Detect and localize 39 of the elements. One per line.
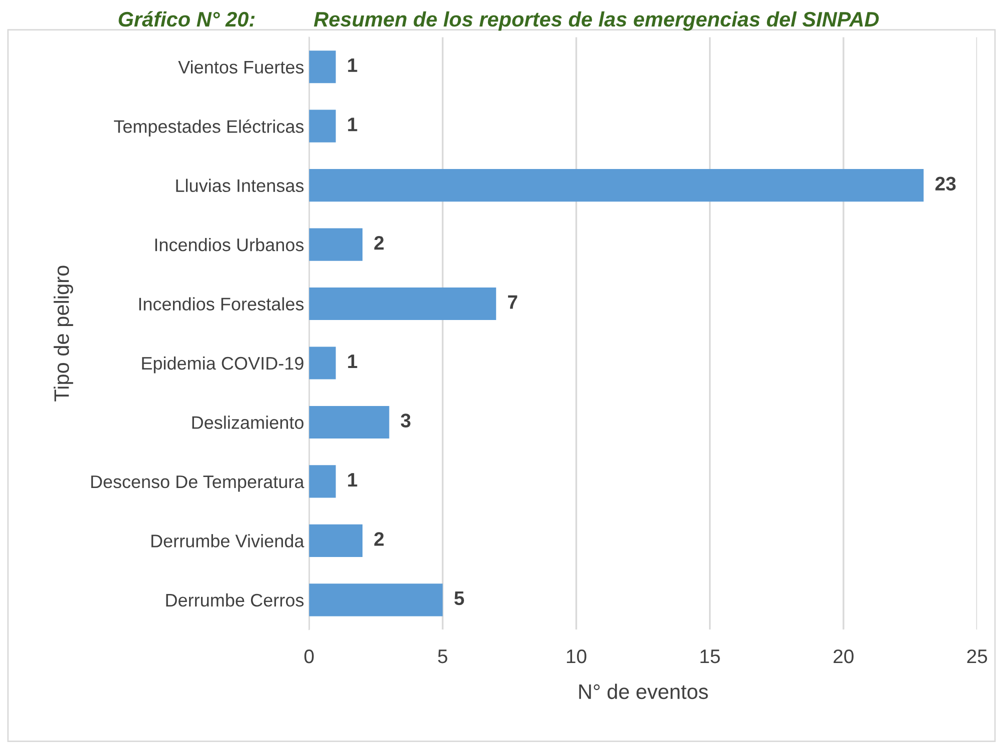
x-tick-label: 5 [438,650,448,664]
bar [309,584,443,616]
x-tick-label: 20 [834,649,854,664]
data-label: 1 [348,58,358,72]
x-axis-title: N° de eventos [579,684,708,700]
data-label: 7 [508,295,518,309]
data-label: 5 [454,592,464,606]
y-tick-label: Incendios Urbanos [155,238,304,252]
bar [309,465,336,498]
y-tick-label: Deslizamiento [192,416,304,429]
y-tick-label: Tempestades Eléctricas [114,119,304,136]
bar [309,228,363,261]
chart-title: Gráfico N° 20: Resumen de los reportes de las emergencias del SINPAD [118,11,879,31]
bar [309,346,336,380]
data-label: 1 [348,473,358,486]
data-label: 1 [348,118,358,132]
data-label: 23 [935,176,956,191]
y-axis-title: Tipo de peligro [54,266,74,402]
y-tick-label: Epidemia COVID-19 [142,356,304,374]
data-label: 2 [374,236,384,250]
y-tick-label: Lluvias Intensas [176,178,304,192]
y-tick-label: Incendios Forestales [139,297,304,310]
bar [309,50,336,84]
x-tick-label: 0 [304,649,314,664]
y-tick-label: Descenso De Temperatura [91,476,304,492]
data-label: 1 [348,354,358,368]
bar [309,169,924,202]
data-label: 3 [400,414,410,428]
bar [309,110,336,142]
x-tick-label: 15 [700,650,720,664]
x-tick-label: 10 [566,649,586,664]
x-tick-label: 25 [967,649,988,664]
bar [309,406,390,439]
y-tick-label: Derrumbe Cerros [166,593,304,607]
data-label: 2 [374,532,384,546]
bar [309,287,496,320]
y-tick-label: Vientos Fuertes [178,60,304,74]
y-tick-label: Derrumbe Vivienda [151,534,304,548]
bar [309,524,363,557]
